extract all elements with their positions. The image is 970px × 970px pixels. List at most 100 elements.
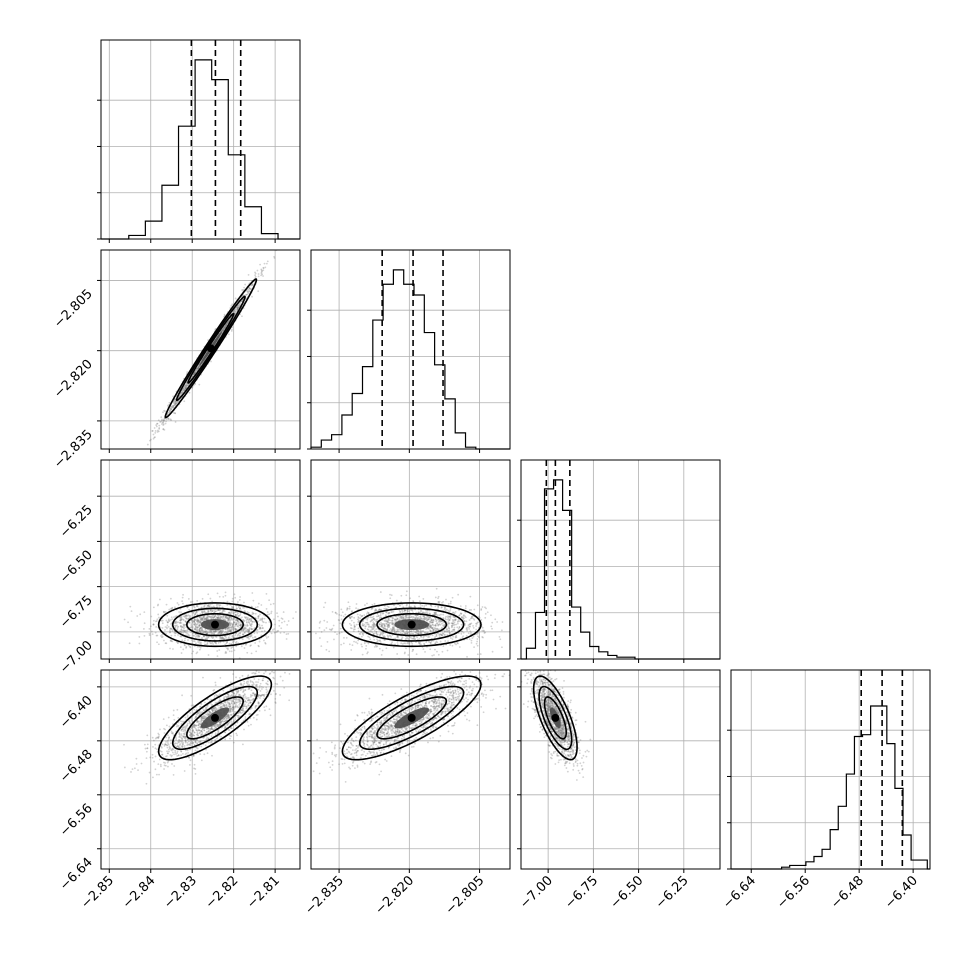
sample-point [375,644,377,647]
sample-point [280,617,283,620]
sample-point [396,636,399,639]
sample-point [168,418,170,420]
sample-point [231,624,234,627]
sample-point [412,648,414,651]
sample-point [395,618,397,621]
sample-point [279,632,282,634]
sample-point [218,631,221,634]
sample-point [452,615,455,618]
sample-point [417,631,420,634]
sample-point [237,304,240,307]
sample-point [227,629,230,632]
sample-point [398,618,401,621]
sample-point [373,626,376,629]
sample-point [185,631,187,634]
sample-point [371,623,374,626]
sample-point [228,616,231,618]
sample-point [434,611,437,614]
sample-point [413,636,416,638]
sample-point [246,293,249,296]
sample-point [195,620,198,623]
sample-point [251,592,254,594]
sample-point [161,635,164,638]
sample-point [381,612,384,615]
sample-point [399,611,402,613]
sample-point [373,629,376,632]
sample-point [443,633,446,636]
sample-point [253,627,256,630]
sample-point [411,609,414,612]
sample-point [263,629,266,632]
sample-point [475,628,478,631]
sample-point [355,603,358,605]
sample-point [190,619,193,622]
sample-point [196,651,199,654]
sample-point [228,629,231,632]
sample-point [191,620,194,623]
sample-point [201,636,203,639]
sample-point [156,422,159,425]
sample-point [370,608,373,611]
sample-point [225,324,227,327]
sample-point [180,652,183,654]
sample-point [165,420,167,423]
sample-point [169,410,171,412]
sample-point [443,624,446,627]
sample-point [196,368,198,370]
sample-point [189,615,192,617]
sample-point [182,618,184,621]
sample-point [151,429,154,432]
sample-point [375,632,378,635]
sample-point [445,608,448,611]
sample-point [397,615,400,617]
sample-point [191,387,194,389]
sample-point [194,613,197,616]
sample-point [418,618,421,621]
sample-point [157,419,160,422]
sample-point [235,640,238,643]
sample-point [217,617,219,619]
sample-point [423,605,426,607]
sample-point [234,634,237,637]
sample-point [208,605,210,608]
sample-point [245,636,248,639]
sample-point [237,620,240,622]
sample-point [203,615,206,617]
sample-point [424,618,427,621]
sample-point [227,627,230,630]
sample-point [203,610,206,612]
sample-point [273,255,276,258]
sample-point [265,262,268,265]
sample-point [402,617,405,620]
sample-point [238,632,241,635]
sample-point [373,624,375,626]
sample-point [221,328,224,331]
sample-point [285,633,288,636]
sample-point [250,617,253,620]
sample-point [175,400,177,403]
sample-point [468,638,471,641]
sample-point [183,631,186,634]
sample-point [248,618,251,621]
sample-point [155,634,158,637]
sample-point [148,771,151,774]
sample-point [379,613,382,615]
sample-point [359,633,362,635]
sample-point [435,633,438,636]
sample-point [440,627,443,630]
sample-point [404,615,407,617]
sample-point [236,634,239,637]
sample-point [434,641,437,644]
sample-point [387,612,390,615]
sample-point [264,641,267,644]
sample-point [417,611,420,614]
sample-point [206,604,209,607]
sample-point [237,606,240,609]
sample-point [173,401,176,404]
sample-point [168,401,171,404]
sample-point [184,629,186,632]
sample-point [266,260,269,263]
sample-point [443,624,446,626]
sample-point [451,611,454,614]
sample-point [472,625,474,627]
